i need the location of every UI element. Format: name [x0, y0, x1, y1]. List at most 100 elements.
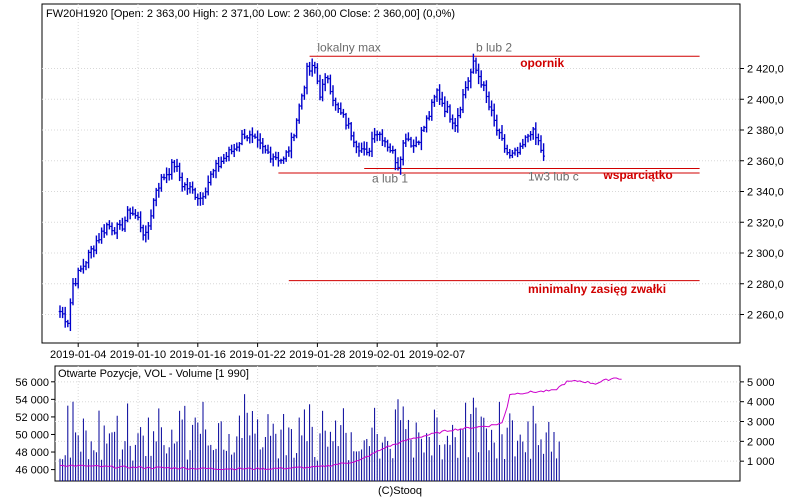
- price-bar: [448, 104, 452, 123]
- annotation-label: b lub 2: [476, 41, 512, 55]
- price-bar: [269, 146, 272, 163]
- price-bar: [126, 206, 129, 223]
- price-ohlc-series: [58, 53, 545, 332]
- price-bar: [219, 156, 223, 169]
- date-x-tick-label: 2019-01-16: [170, 349, 226, 361]
- price-bar: [386, 139, 389, 152]
- price-bar: [245, 134, 249, 142]
- price-bar: [238, 142, 241, 152]
- price-bar: [89, 245, 93, 259]
- price-bar: [248, 130, 252, 144]
- price-bar: [113, 227, 116, 235]
- price-bar: [360, 142, 363, 153]
- price-bar: [474, 57, 478, 74]
- price-bar: [206, 175, 210, 196]
- price-bar: [95, 235, 98, 255]
- price-bar: [82, 258, 85, 274]
- price-bar: [235, 142, 239, 152]
- price-bar: [529, 131, 532, 141]
- price-bar: [531, 126, 535, 140]
- price-bar: [373, 127, 376, 143]
- price-y-tick-label: 2 380,0: [747, 125, 784, 137]
- price-bar: [290, 132, 293, 159]
- price-bar: [451, 114, 454, 130]
- price-bar: [165, 167, 168, 184]
- price-bar: [396, 157, 400, 171]
- price-bar: [162, 173, 166, 181]
- open-interest-y-tick-label: 46 000: [15, 465, 49, 477]
- price-bar: [87, 249, 90, 269]
- date-x-axis: 2019-01-04 2019-01-10 2019-01-16 2019-01-22…: [50, 343, 465, 361]
- price-bar: [144, 225, 148, 243]
- price-bar: [274, 151, 278, 161]
- copyright-footer: (C)Stooq: [378, 485, 422, 497]
- price-bar: [100, 227, 103, 244]
- price-bar: [271, 153, 275, 167]
- price-bar: [381, 129, 384, 147]
- price-bar: [513, 147, 517, 156]
- price-bar: [477, 63, 480, 85]
- volume-panel: Otwarte Pozycje, VOL - Volume [1 990] 46…: [15, 365, 775, 482]
- price-bar: [399, 156, 402, 175]
- price-bar: [427, 111, 431, 121]
- price-bar: [284, 150, 288, 162]
- price-bar: [173, 159, 176, 173]
- volume-y-tick-label: 5 000: [747, 377, 775, 389]
- price-bar: [479, 70, 483, 88]
- price-bar: [347, 117, 350, 129]
- price-bar: [71, 278, 75, 306]
- price-bar: [443, 96, 447, 118]
- price-bar: [308, 61, 311, 76]
- date-x-tick-label: 2019-01-04: [50, 349, 106, 361]
- price-bar: [505, 144, 509, 156]
- price-bar: [128, 207, 132, 220]
- price-bar: [503, 134, 506, 153]
- price-bar: [84, 260, 88, 271]
- price-bar: [217, 156, 220, 172]
- date-x-tick-label: 2019-01-28: [289, 349, 345, 361]
- price-bar: [404, 133, 408, 147]
- price-bar: [121, 217, 124, 232]
- price-bar: [118, 219, 122, 230]
- price-bar: [461, 89, 465, 114]
- price-bar: [74, 277, 77, 287]
- price-bar: [303, 85, 306, 100]
- price-bar: [149, 209, 153, 230]
- volume-y-axis: 1 000 2 000 3 000 4 000 5 000: [740, 377, 775, 468]
- volume-y-tick-label: 4 000: [747, 397, 775, 409]
- price-bar: [498, 128, 501, 140]
- open-interest-series: [59, 377, 622, 471]
- price-bar: [204, 187, 207, 199]
- price-bar: [160, 174, 163, 192]
- price-bar: [102, 224, 106, 238]
- annotation-label: a lub 1: [372, 171, 408, 185]
- price-bar: [258, 133, 262, 150]
- annotation-label: minimalny zasięg zwałki: [528, 282, 666, 296]
- price-bar: [414, 136, 418, 148]
- price-bar: [282, 156, 285, 164]
- price-bar: [469, 68, 473, 89]
- volume-bars: [59, 394, 560, 481]
- price-bar: [412, 139, 415, 153]
- annotation-label: 1w3 lub c: [528, 170, 579, 184]
- price-bar: [344, 112, 348, 130]
- price-bar: [391, 145, 395, 154]
- price-bar: [326, 75, 330, 84]
- price-bar: [500, 125, 504, 141]
- price-bar: [69, 298, 72, 332]
- date-x-tick-label: 2019-01-22: [229, 349, 285, 361]
- price-bar: [524, 135, 527, 148]
- price-y-tick-label: 2 280,0: [747, 279, 784, 291]
- price-y-tick-label: 2 300,0: [747, 248, 784, 260]
- price-bar: [251, 127, 254, 144]
- volume-y-tick-label: 1 000: [747, 456, 775, 468]
- price-bar: [183, 182, 187, 191]
- price-bar: [134, 209, 137, 219]
- price-bar: [152, 198, 155, 219]
- price-bar: [355, 140, 358, 154]
- price-bar: [209, 171, 213, 186]
- price-bar: [178, 162, 181, 182]
- price-bar: [186, 178, 189, 195]
- open-interest-y-tick-label: 48 000: [15, 447, 49, 459]
- price-y-tick-label: 2 400,0: [747, 94, 784, 106]
